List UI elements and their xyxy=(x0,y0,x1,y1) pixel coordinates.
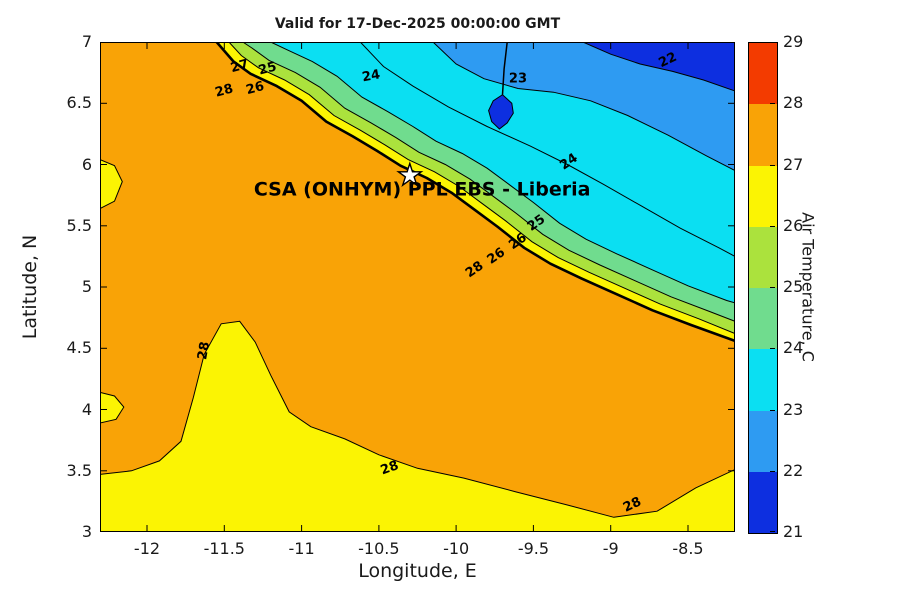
y-tick-label: 5 xyxy=(81,277,92,296)
colorbar-tick-label: 25 xyxy=(783,277,804,296)
y-tick-label: 3.5 xyxy=(66,460,92,480)
colorbar-band-22-23 xyxy=(749,410,777,472)
colorbar-tick-label: 29 xyxy=(783,32,804,51)
colorbar-band-23-24 xyxy=(749,349,777,411)
axes-box xyxy=(100,42,735,532)
y-tick-label: 4 xyxy=(81,399,92,419)
y-axis-label: Latitude, N xyxy=(19,234,41,340)
y-tick-label: 6.5 xyxy=(66,93,92,113)
x-axis-label: Longitude, E xyxy=(358,560,477,582)
colorbar-band-25-26 xyxy=(749,226,777,288)
colorbar-band-24-25 xyxy=(749,288,777,350)
colorbar-tick-mark xyxy=(770,409,775,411)
x-tick-label: -11.5 xyxy=(203,539,245,558)
region-land-yellow-bottom xyxy=(100,320,735,532)
colorbar-tick-label: 24 xyxy=(783,338,804,358)
region-land-yellow-left-notch xyxy=(100,159,123,210)
colorbar-tick-label: 28 xyxy=(783,93,804,113)
star-marker xyxy=(396,161,424,188)
x-tick-label: -9.5 xyxy=(517,539,550,558)
region-cold-pocket-blob xyxy=(488,94,514,130)
x-tick-label: -9 xyxy=(602,539,619,558)
colorbar-tick-mark xyxy=(770,103,775,105)
colorbar-tick-label: 21 xyxy=(783,522,804,541)
contour-label: 26 xyxy=(245,79,266,98)
colorbar-tick-mark xyxy=(770,287,775,288)
colorbar-tick-mark xyxy=(770,470,775,472)
colorbar-band-21-22 xyxy=(749,471,777,533)
y-tick-label: 7 xyxy=(81,32,92,51)
colorbar xyxy=(748,42,778,534)
y-tick-label: 4.5 xyxy=(66,338,92,358)
colorbar-tick-mark xyxy=(770,348,775,350)
x-tick-label: -11 xyxy=(288,539,315,558)
coastline xyxy=(215,42,735,343)
colorbar-tick-label: 23 xyxy=(783,399,804,419)
line-contour-24 xyxy=(359,42,735,257)
contour-label: 28 xyxy=(621,494,644,515)
x-tick-label: -10 xyxy=(443,539,470,558)
contour-label: 23 xyxy=(509,71,527,86)
colorbar-tick-mark xyxy=(770,531,775,532)
colorbar-tick-mark xyxy=(770,164,775,166)
chart-title: Valid for 17-Dec-2025 00:00:00 GMT xyxy=(274,16,561,32)
colorbar-band-26-27 xyxy=(749,165,777,227)
contour-label: 24 xyxy=(361,67,381,85)
x-tick-label: -10.5 xyxy=(358,539,400,558)
contour-label: 27 xyxy=(229,57,250,76)
colorbar-tick-mark xyxy=(770,225,775,227)
contour-label: 28 xyxy=(214,81,235,100)
colorbar-tick-mark xyxy=(770,42,775,43)
contour-label: 25 xyxy=(257,59,278,78)
contour-label: 22 xyxy=(657,50,680,71)
y-tick-label: 3 xyxy=(81,522,92,541)
y-tick-label: 5.5 xyxy=(66,215,92,235)
colorbar-band-28-29 xyxy=(749,43,777,105)
colorbar-tick-label: 22 xyxy=(783,460,804,480)
colorbar-band-27-28 xyxy=(749,104,777,166)
contour-label: 28 xyxy=(195,340,213,360)
annotation-text: CSA (ONHYM) PPL EBS - Liberia xyxy=(254,179,591,201)
line-pocket-drip xyxy=(501,42,508,95)
region-land-yellow-left-blob xyxy=(100,391,125,424)
y-tick-label: 6 xyxy=(81,154,92,174)
x-tick-label: -8.5 xyxy=(672,539,704,558)
x-tick-label: -12 xyxy=(133,539,161,558)
contour-label: 28 xyxy=(379,458,401,478)
colorbar-tick-label: 26 xyxy=(783,215,804,235)
region-sea-22-blue xyxy=(582,42,735,92)
colorbar-tick-label: 27 xyxy=(783,154,804,174)
region-sea-23-lightblue xyxy=(432,42,735,172)
